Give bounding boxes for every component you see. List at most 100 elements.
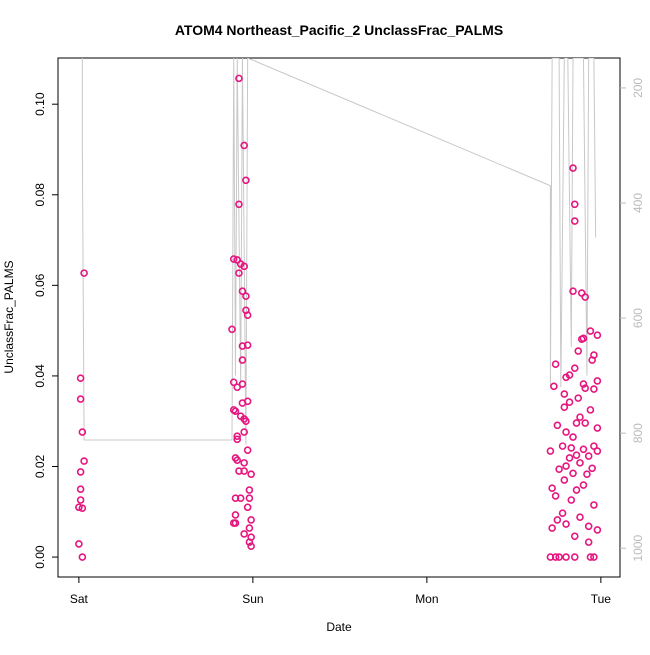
point [574,347,583,355]
point [548,524,556,532]
point [78,428,87,436]
x-axis-label: Date [326,620,352,634]
point [238,399,247,407]
point [572,419,581,427]
point [572,486,581,494]
x-tick-label: Mon [415,592,438,606]
point [590,442,598,450]
point [236,494,245,502]
point [229,378,238,387]
point [243,311,252,320]
point [238,380,247,388]
x-tick-label: Sun [242,592,263,606]
point [570,553,579,561]
y2-tick-label: 200 [631,78,645,98]
point [562,553,570,561]
point [586,327,595,335]
point [588,356,596,364]
point [553,516,562,524]
point [243,503,252,512]
point [570,364,579,373]
point [586,553,595,561]
y-tick-label: 0.00 [33,545,47,569]
point [233,383,242,392]
point [245,494,254,502]
point [240,141,248,150]
point [584,452,593,460]
point [78,504,87,512]
y2-tick-label: 800 [631,423,645,443]
point [231,519,240,527]
point [570,200,579,209]
point [231,407,240,416]
point [562,373,570,382]
point [240,467,248,475]
point [572,451,581,459]
point [245,524,254,532]
point [551,360,560,368]
point [586,406,595,414]
point [233,432,242,440]
y-axis-label: UnclassFrac_PALMS [2,260,16,373]
y-tick-label: 0.02 [33,454,47,478]
point [569,287,577,296]
point [78,553,87,561]
point [245,486,254,494]
point [590,385,598,393]
point [240,459,248,467]
point [569,469,577,478]
point [229,255,238,263]
point [567,496,576,504]
point [233,435,242,444]
point [588,464,596,473]
point [565,454,574,462]
x-tick-label: Tue [591,592,612,606]
point [546,447,555,455]
point [233,456,242,464]
point [247,470,255,478]
point [76,468,85,476]
point [570,532,579,541]
point [80,457,88,465]
y2-tick-label: 1000 [631,535,645,562]
point [76,496,85,504]
point [558,442,567,450]
y-tick-label: 0.10 [33,92,47,116]
point [245,538,254,546]
point [247,542,255,551]
point [238,342,247,350]
point [550,382,558,391]
point [228,325,236,334]
point [570,217,579,225]
point [562,428,570,436]
point [555,553,563,561]
point [569,433,577,441]
point [242,176,250,185]
point [574,394,583,402]
point [576,513,584,522]
point [569,164,577,172]
point [548,484,556,493]
point [231,511,240,519]
point [75,503,83,512]
point [576,413,584,421]
point [567,444,576,452]
y2-tick-label: 400 [631,193,645,213]
point [576,459,584,467]
point [235,74,243,83]
chart-title: ATOM4 Northeast_Pacific_2 UnclassFrac_PA… [175,22,503,38]
y-tick-label: 0.08 [33,183,47,207]
point [242,292,250,301]
point [235,269,243,277]
point [243,446,252,454]
point [240,428,248,436]
point [593,331,602,339]
point [558,509,567,517]
point [579,481,588,489]
point [593,447,602,455]
point [76,485,85,493]
point [590,501,598,509]
point [242,417,250,426]
